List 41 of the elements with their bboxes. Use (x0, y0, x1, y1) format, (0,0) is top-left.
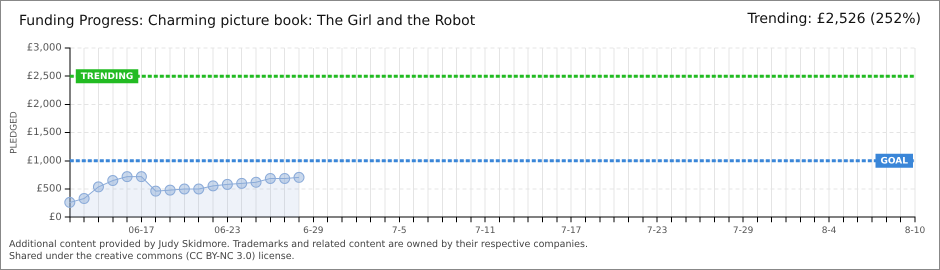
point (193, 184, 204, 194)
ref-line-label: GOAL (880, 156, 908, 167)
y-tick-label: £2,000 (26, 98, 62, 110)
text: Additional content provided by Judy Skidmore. Trademarks and related content are owned by their respective companies. (9, 239, 588, 251)
point (78, 193, 90, 204)
point (250, 176, 262, 188)
y-tick-label: £2,500 (26, 70, 62, 82)
text: Shared under the creative commons (CC BY-NC 3.0) license. (9, 251, 296, 263)
point (64, 196, 76, 208)
ref-line-label: TRENDING (80, 72, 134, 82)
x-tick-label: 06-17 (128, 226, 154, 236)
point (122, 171, 133, 182)
y-tick-label: £500 (36, 184, 62, 195)
y-tick-label: £1,000 (26, 155, 62, 166)
y-tick-label: £3,000 (26, 42, 62, 54)
x-tick-label: 7-11 (475, 226, 496, 236)
point (150, 186, 162, 197)
x-tick-label: 8-4 (822, 226, 837, 236)
point (107, 175, 118, 186)
x-tick-label: 6-29 (303, 226, 324, 236)
x-tick-label: 7-5 (392, 226, 407, 236)
point (294, 172, 304, 183)
chart-subtitle: Trending: £2,526 (252%) (747, 11, 921, 27)
x-tick-label: 7-23 (646, 226, 668, 236)
x-tick-label: 8-10 (904, 226, 926, 236)
point (136, 171, 147, 182)
y-axis-title: PLEDGED (10, 111, 20, 154)
x-tick-label: 7-29 (732, 226, 754, 236)
point (236, 178, 248, 189)
y-tick-label: £0 (49, 212, 62, 223)
point (178, 184, 190, 194)
point (279, 172, 290, 184)
point (208, 180, 219, 192)
point (164, 184, 176, 196)
x-tick-label: 06-23 (214, 226, 240, 236)
y-tick-label: £1,500 (26, 127, 62, 138)
point (92, 181, 104, 192)
chart-title: Funding Progress: Charming picture book: The Girl and the Robot (19, 13, 476, 29)
point (264, 172, 276, 184)
x-tick-label: 7-17 (560, 226, 582, 236)
point (222, 178, 233, 190)
